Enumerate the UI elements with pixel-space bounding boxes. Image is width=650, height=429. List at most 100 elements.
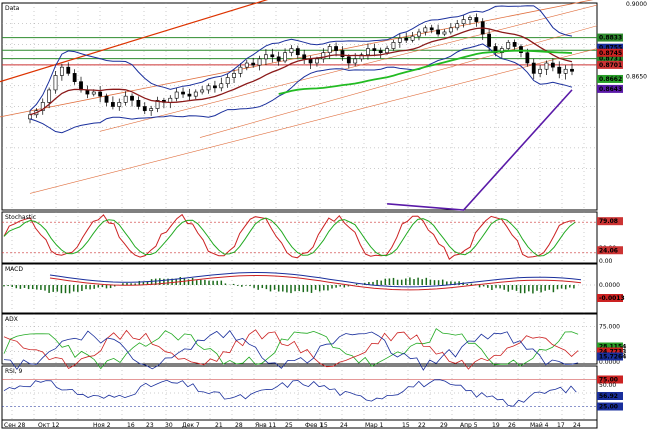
candle-body (59, 66, 64, 76)
candle-body (327, 46, 332, 53)
candle-body (289, 48, 294, 53)
channel-line (29, 48, 598, 194)
candle-body (468, 17, 472, 20)
x-tick-label: 22 (418, 422, 426, 429)
candle-body (563, 68, 568, 74)
candle-body (340, 50, 345, 58)
data-pane-title: Data (5, 5, 20, 12)
candle-body (136, 99, 141, 107)
rsi-marker-box (597, 392, 623, 400)
candle-body (544, 62, 549, 70)
candle-body (404, 37, 409, 41)
x-tick-label: Май 4 (530, 422, 549, 429)
data-pane-frame (1, 2, 598, 211)
x-tick-label: 29 (440, 422, 448, 429)
rsi-line (3, 379, 577, 407)
x-tick-label: 23 (146, 422, 154, 429)
x-tick-label: 25 (285, 422, 293, 429)
x-tick-label: 19 (492, 422, 500, 429)
candle-body (283, 52, 287, 62)
candle-body (98, 91, 103, 97)
x-tick-label: 24 (573, 422, 581, 429)
adx-marker: 28.1154 (599, 344, 626, 351)
adx-marker: 24.7733 (599, 349, 626, 356)
price-level-label: 0.8833 (599, 35, 622, 42)
x-tick-label: 26 (508, 422, 516, 429)
channel-line (199, 25, 598, 138)
candle-body (206, 85, 211, 91)
x-tick-label: 21 (215, 422, 223, 429)
adx-minus-di-line (3, 329, 579, 370)
bollinger-lower-line (29, 43, 573, 134)
candle-body (385, 48, 389, 53)
candle-body (525, 52, 530, 64)
price-level-label-box (597, 60, 623, 69)
x-tick-label: Мар 1 (365, 422, 384, 429)
price-level-label: 0.8701 (599, 62, 622, 69)
candle-body (557, 66, 562, 74)
candle-body (531, 62, 536, 74)
candle-body (123, 95, 128, 103)
rsi-marker: 56.92 (599, 393, 618, 400)
candle-body (550, 62, 555, 68)
candle-body (442, 31, 447, 35)
stochastic-marker-box (597, 246, 623, 255)
candle-body (200, 89, 205, 93)
price-level-label: 0.8731 (599, 56, 622, 63)
candle-body (181, 91, 185, 95)
candle-body (423, 27, 428, 33)
candle-body (130, 95, 134, 101)
rsi-pane-frame (1, 365, 598, 421)
candle-body (276, 56, 281, 62)
sma-slow-marker-box (597, 74, 623, 83)
candle-body (391, 42, 396, 49)
adx-marker: 15.7264 (599, 354, 626, 361)
sma-long-marker: 0.8643 (599, 86, 622, 93)
candle-body (455, 23, 460, 29)
candle-body (28, 114, 32, 120)
adx-level-label: 75.000 (599, 324, 620, 331)
candle-body (429, 27, 434, 31)
macd-line (49, 271, 582, 288)
adx-marker-box (597, 352, 623, 361)
macd-signal-line (49, 274, 582, 291)
rsi-pane-title: RSI, 9 (5, 368, 23, 375)
candle-body (53, 75, 58, 91)
stochastic-level-label: 0.00 (599, 258, 613, 265)
rsi-level-label: 50.00 (599, 382, 616, 389)
candle-body (142, 106, 147, 111)
stochastic-marker: 24.06 (599, 247, 618, 254)
x-tick-label: Дек 7 (182, 422, 200, 429)
price-level-label-box (597, 33, 623, 42)
sma-fast-line (29, 27, 573, 116)
candle-body (474, 17, 479, 22)
x-axis-frame (1, 419, 598, 429)
candle-body (66, 66, 71, 74)
candle-body (417, 31, 421, 37)
x-tick-label: 28 (235, 422, 243, 429)
candle-body (40, 102, 45, 111)
candle-body (302, 54, 307, 60)
candle-body (321, 52, 326, 60)
candle-body (487, 33, 492, 47)
candle-body (519, 46, 523, 53)
candle-body (366, 48, 370, 56)
candle-body (91, 91, 96, 95)
stochastic-k-line (3, 213, 576, 260)
stochastic-d-line (3, 217, 576, 257)
candle-body (359, 54, 364, 60)
adx-plus-di-line (3, 328, 579, 370)
candle-body (461, 19, 466, 24)
rsi-marker: 25.00 (599, 404, 618, 411)
candle-body (110, 102, 115, 107)
candle-body (270, 54, 275, 58)
x-tick-label: 15 (402, 422, 410, 429)
x-tick-label: Янв 11 (255, 422, 276, 429)
adx-pane-title: ADX (5, 316, 18, 323)
x-tick-label: 30 (165, 422, 173, 429)
stochastic-marker: 79.08 (599, 218, 618, 225)
x-tick-label: Фев 1 (305, 422, 323, 429)
candle-body (193, 91, 198, 97)
